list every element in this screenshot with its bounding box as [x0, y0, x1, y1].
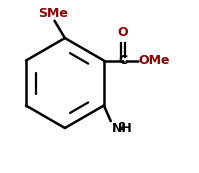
Text: NH: NH	[112, 122, 132, 135]
Text: C: C	[118, 54, 127, 67]
Text: OMe: OMe	[139, 54, 170, 67]
Text: SMe: SMe	[38, 7, 68, 20]
Text: 2: 2	[118, 122, 125, 132]
Text: O: O	[118, 26, 128, 39]
